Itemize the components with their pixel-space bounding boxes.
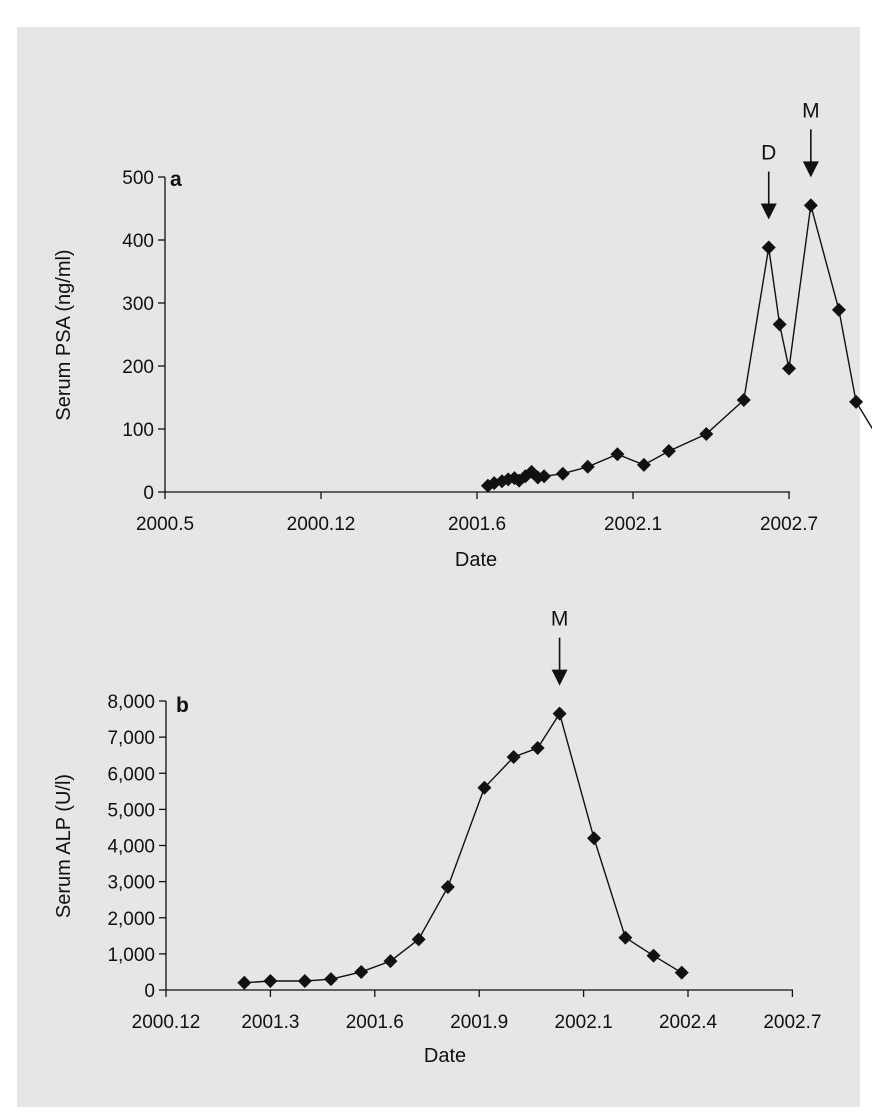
data-point-b: [646, 948, 661, 963]
data-point-b: [618, 930, 633, 945]
annotation-label-m: M: [551, 608, 569, 631]
data-point-b: [297, 973, 312, 988]
figure-background: [17, 27, 860, 1107]
y-tick-label-a: 100: [122, 420, 154, 441]
data-point-b: [354, 964, 369, 979]
data-point-a: [555, 466, 570, 481]
x-axis-title-a: Date: [455, 549, 497, 571]
data-point-b: [263, 973, 278, 988]
x-tick-label-b: 2001.3: [241, 1012, 299, 1033]
x-tick-label-b: 2001.6: [346, 1012, 404, 1033]
annotation-label-d: D: [761, 142, 776, 165]
data-point-a: [772, 317, 787, 332]
y-tick-label-a: 300: [122, 294, 154, 315]
x-axis-title-b: Date: [424, 1045, 466, 1067]
data-point-b: [440, 880, 455, 895]
series-line-b: [244, 711, 683, 984]
x-tick-label-b: 2002.4: [659, 1012, 718, 1033]
data-point-b: [552, 706, 567, 721]
annotation-arrow-head: [760, 203, 777, 220]
data-point-a: [849, 394, 864, 409]
data-point-b: [506, 749, 521, 764]
y-tick-label-b: 6,000: [107, 764, 155, 785]
data-point-a: [831, 302, 846, 317]
data-point-a: [736, 393, 751, 408]
data-point-b: [323, 972, 338, 987]
y-tick-label-b: 5,000: [107, 800, 155, 821]
x-tick-label-a: 2000.12: [287, 514, 356, 535]
y-tick-label-b: 7,000: [107, 728, 155, 749]
x-tick-label-b: 2002.7: [763, 1012, 821, 1033]
data-point-b: [587, 831, 602, 846]
y-tick-label-a: 0: [143, 483, 154, 504]
x-tick-label-a: 2001.6: [448, 514, 506, 535]
data-point-a: [580, 459, 595, 474]
data-point-a: [661, 444, 676, 459]
panel-label-b: b: [176, 694, 189, 717]
y-tick-label-b: 0: [144, 981, 155, 1002]
annotation-label-m: M: [802, 99, 820, 122]
chart-a: a Serum PSA (ng/ml) Date 0 100 200 300 400 50…: [53, 99, 872, 571]
data-point-a: [699, 427, 714, 442]
y-tick-label-b: 1,000: [107, 945, 155, 966]
x-tick-label-b: 2002.1: [555, 1012, 613, 1033]
data-point-a: [803, 198, 818, 213]
data-point-a: [782, 361, 796, 376]
data-point-b: [383, 954, 398, 969]
data-point-a: [537, 469, 552, 484]
x-tick-label-b: 2001.9: [450, 1012, 508, 1033]
annotation-arrow-head: [551, 669, 568, 686]
y-tick-label-a: 200: [122, 357, 154, 378]
panel-label-a: a: [170, 168, 182, 191]
y-axis-title-a: Serum PSA (ng/ml): [53, 249, 75, 420]
annotation-arrow-head: [802, 161, 819, 178]
x-tick-label-b: 2000.12: [132, 1012, 201, 1033]
data-point-b: [477, 780, 492, 795]
x-tick-label-a: 2002.1: [604, 514, 662, 535]
data-point-b: [530, 740, 545, 755]
y-tick-label-b: 3,000: [107, 873, 155, 894]
data-point-a: [610, 447, 625, 462]
x-tick-label-a: 2002.7: [760, 514, 818, 535]
data-point-a: [636, 457, 651, 472]
y-tick-label-a: 400: [122, 231, 154, 252]
data-point-a: [761, 240, 776, 255]
y-tick-label-b: 4,000: [107, 837, 155, 858]
data-point-b: [674, 965, 689, 980]
y-tick-label-b: 8,000: [107, 692, 155, 713]
y-tick-label-a: 500: [122, 168, 154, 189]
data-point-b: [237, 975, 252, 990]
y-axis-title-b: Serum ALP (U/l): [53, 774, 75, 918]
data-point-b: [411, 932, 426, 947]
x-tick-label-a: 2000.5: [136, 514, 194, 535]
y-tick-label-b: 2,000: [107, 909, 155, 930]
